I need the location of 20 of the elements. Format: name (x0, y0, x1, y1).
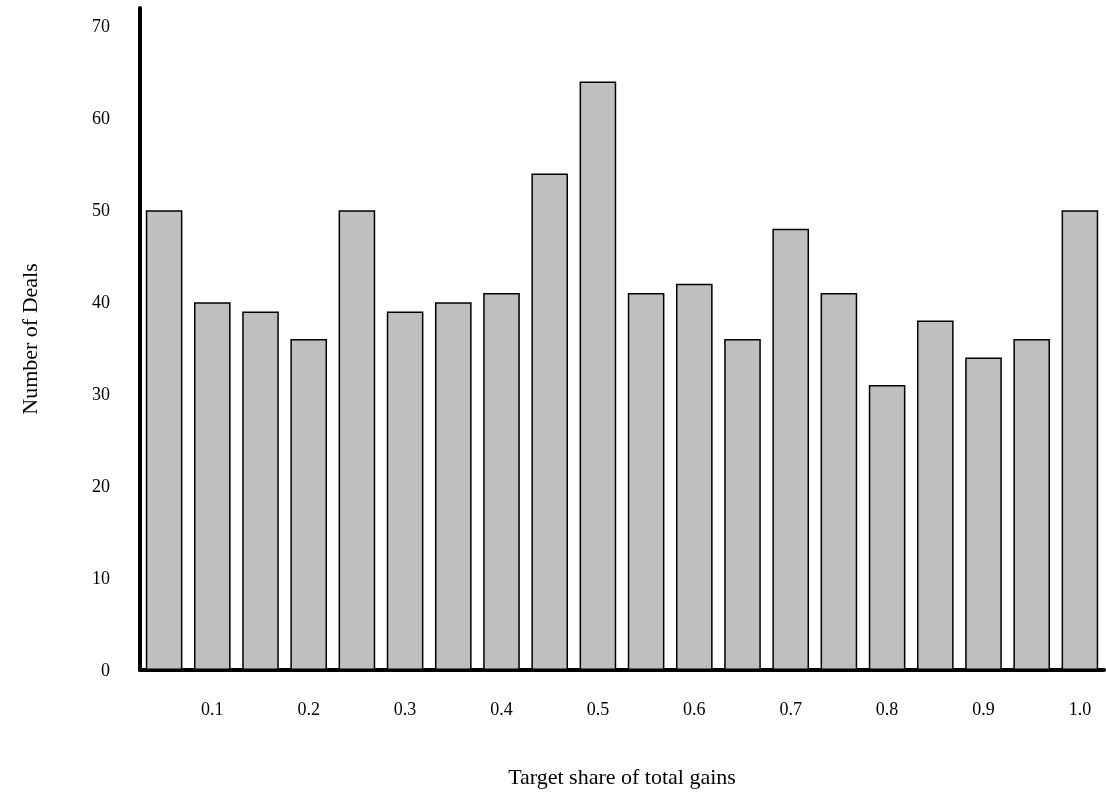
y-tick-label: 0 (101, 660, 110, 680)
x-tick-label: 0.1 (201, 699, 224, 719)
x-tick-label: 0.7 (779, 699, 802, 719)
y-tick-label: 40 (92, 292, 110, 313)
x-tick-label: 0.2 (297, 699, 320, 719)
x-tick-label: 0.8 (875, 699, 899, 719)
y-tick-label: 50 (92, 200, 110, 221)
y-tick-label: 10 (92, 568, 110, 589)
x-tick-label: 0.6 (683, 699, 706, 719)
y-tick-label: 60 (92, 108, 110, 129)
x-tick-label: 0.3 (393, 699, 417, 719)
y-tick-label: 30 (92, 384, 110, 405)
y-tick-label: 70 (92, 16, 110, 37)
y-tick-label: 20 (92, 476, 110, 497)
x-tick-label: 0.5 (586, 699, 610, 719)
x-tick-label: 0.4 (490, 699, 513, 719)
y-axis-title: Number of Deals (16, 263, 42, 415)
x-tick-label: 0.9 (972, 699, 995, 719)
x-axis-title: Target share of total gains (508, 763, 736, 789)
x-tick-label: 1.0 (1068, 699, 1092, 719)
